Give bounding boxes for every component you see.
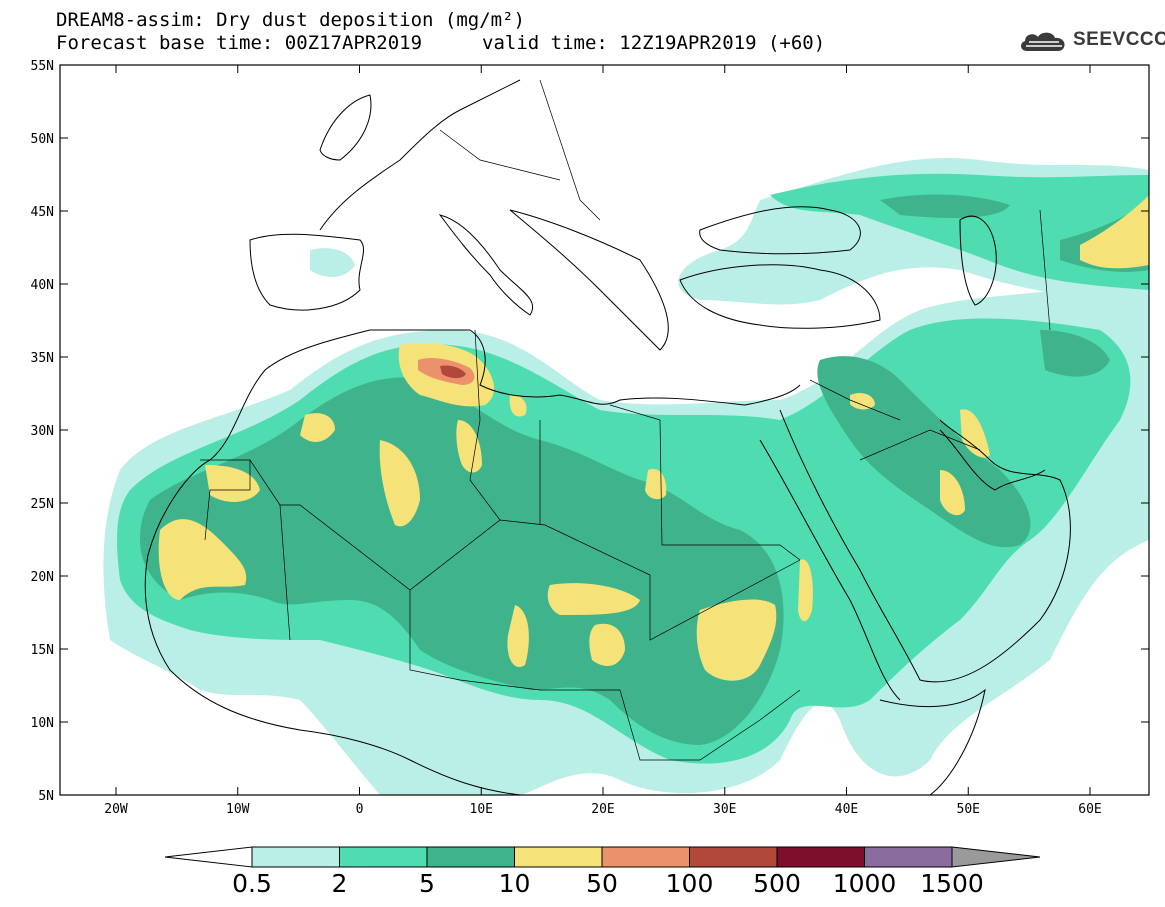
lon-label: 40E <box>835 802 858 817</box>
dust-field <box>103 158 1149 795</box>
lon-label: 10E <box>470 802 493 817</box>
map-title: DREAM8-assim: Dry dust deposition (mg/m²… <box>56 9 525 31</box>
forecast-times: Forecast base time: 00Z17APR2019 valid ti… <box>56 32 825 54</box>
lat-label: 20N <box>31 570 54 585</box>
colorbar-swatch <box>426 846 515 868</box>
lat-label: 30N <box>31 424 54 439</box>
lon-label: 30E <box>713 802 736 817</box>
lat-label: 5N <box>38 789 54 804</box>
colorbar-swatch <box>864 846 953 868</box>
coastlines <box>144 79 1071 795</box>
colorbar-label: 1500 <box>920 869 984 898</box>
lat-label: 10N <box>31 716 54 731</box>
colorbar-swatch <box>514 846 603 868</box>
colorbar-label: 100 <box>665 869 714 898</box>
forecast-base-time: Forecast base time: 00Z17APR2019 <box>56 32 423 54</box>
lat-label: 35N <box>31 351 54 366</box>
lat-label: 40N <box>31 278 54 293</box>
colorbar-label: 5 <box>419 869 435 898</box>
colorbar-swatch <box>601 846 690 868</box>
colorbar-swatch <box>689 846 778 868</box>
latitude-axis: 55N 50N 45N 40N 35N 30N 25N 20N 15N 10N 5N <box>31 59 1149 804</box>
longitude-axis: 20W 10W 0 10E 20E 30E 40E 50E 60E <box>104 65 1102 817</box>
colorbar-label: 50 <box>586 869 618 898</box>
colorbar-swatch <box>339 846 428 868</box>
level-100-contours <box>440 365 466 379</box>
colorbar-under-triangle <box>164 846 253 868</box>
lon-label: 50E <box>957 802 980 817</box>
colorbar-over-triangle <box>951 846 1041 868</box>
lon-label: 0 <box>356 802 364 817</box>
colorbar-swatch <box>251 846 340 868</box>
colorbar <box>164 846 1041 868</box>
lon-label: 10W <box>226 802 250 817</box>
lat-label: 55N <box>31 59 54 74</box>
colorbar-label: 0.5 <box>232 869 272 898</box>
colorbar-label: 10 <box>498 869 531 898</box>
cloud-icon <box>1021 32 1065 51</box>
lat-label: 50N <box>31 132 54 147</box>
valid-time: valid time: 12Z19APR2019 (+60) <box>482 32 826 54</box>
lat-label: 45N <box>31 205 54 220</box>
lon-label: 20W <box>104 802 128 817</box>
lat-label: 15N <box>31 643 54 658</box>
colorbar-swatch <box>776 846 865 868</box>
country-borders <box>200 79 1051 761</box>
seevccc-logo: SEEVCCC <box>1017 27 1165 57</box>
lon-label: 60E <box>1078 802 1101 817</box>
colorbar-label: 500 <box>753 869 801 898</box>
colorbar-label: 1000 <box>832 869 897 898</box>
logo-text: SEEVCCC <box>1073 29 1165 50</box>
lon-label: 20E <box>591 802 614 817</box>
colorbar-label: 2 <box>331 869 348 898</box>
lat-label: 25N <box>31 497 54 512</box>
